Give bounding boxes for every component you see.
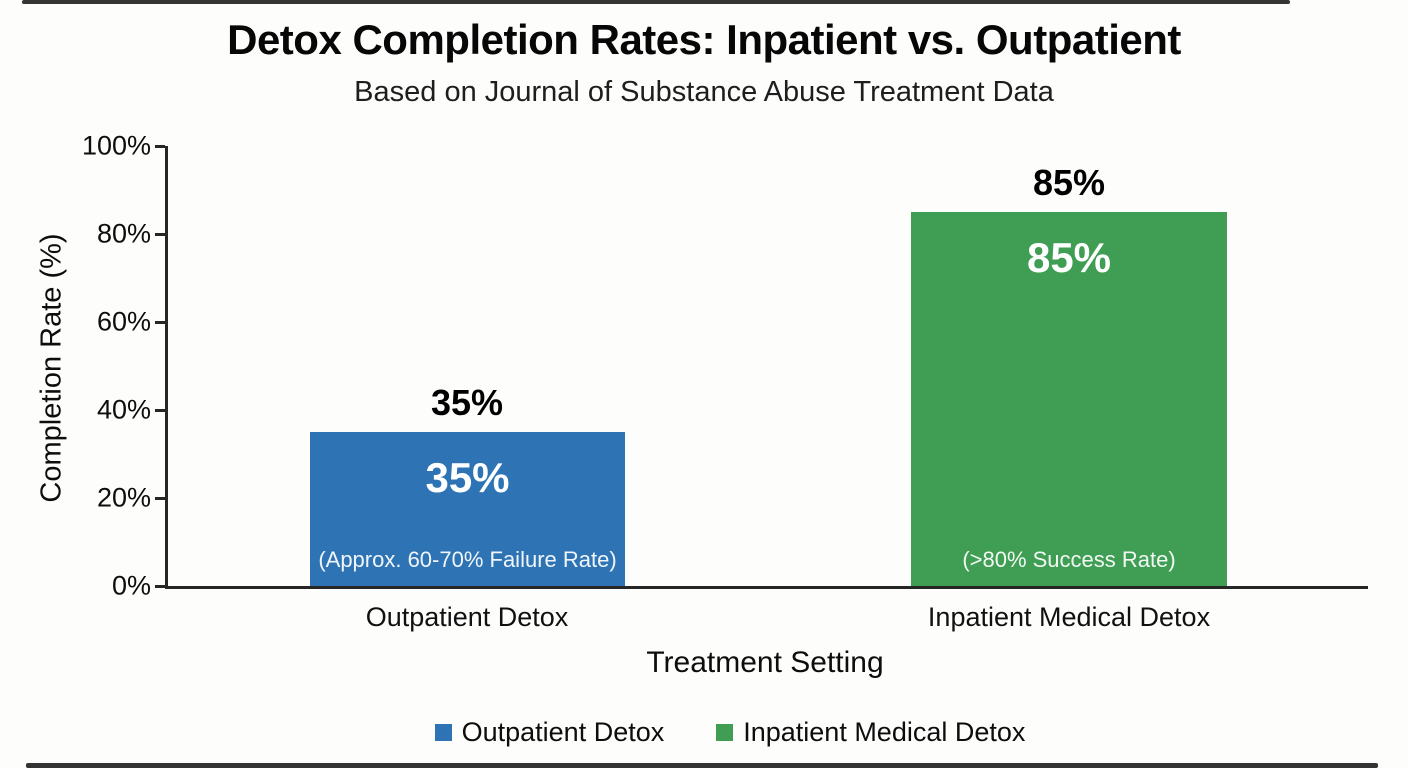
y-tick-mark-20 xyxy=(155,497,165,500)
chart-title: Detox Completion Rates: Inpatient vs. Ou… xyxy=(227,16,1181,63)
outside-value-label-inpatient: 85% xyxy=(1032,162,1106,203)
y-tick-label-0: 0% xyxy=(111,570,151,601)
legend-swatch-outpatient-icon xyxy=(434,724,452,741)
bar-outpatient-detox: 35% (Approx. 60-70% Failure Rate) xyxy=(310,432,625,586)
legend-item-inpatient: Inpatient Medical Detox xyxy=(716,717,1025,748)
bottom-edge-artifact xyxy=(26,763,1378,768)
legend-label-outpatient: Outpatient Detox xyxy=(461,717,665,747)
y-tick-mark-40 xyxy=(155,409,165,412)
y-tick-label-100: 100% xyxy=(81,130,151,161)
y-tick-mark-100 xyxy=(155,145,165,148)
outside-value-label-outpatient: 35% xyxy=(430,382,504,423)
bar-annotation: (>80% Success Rate) xyxy=(962,547,1176,572)
bar-value-label: 35% xyxy=(425,454,510,501)
chart-subtitle: Based on Journal of Substance Abuse Trea… xyxy=(354,76,1054,108)
legend-label-inpatient: Inpatient Medical Detox xyxy=(743,717,1026,747)
bar-value-label: 85% xyxy=(1026,234,1112,281)
y-tick-label-40: 40% xyxy=(96,394,151,425)
y-tick-mark-80 xyxy=(155,233,165,236)
y-tick-mark-0 xyxy=(155,585,165,588)
bar-annotation: (Approx. 60-70% Failure Rate) xyxy=(318,547,617,572)
y-tick-label-20: 20% xyxy=(96,482,151,513)
y-axis-title: Completion Rate (%) xyxy=(35,233,68,503)
x-category-outpatient: Outpatient Detox xyxy=(365,602,569,632)
legend: Outpatient Detox Inpatient Medical Detox xyxy=(26,717,1408,748)
legend-item-outpatient: Outpatient Detox xyxy=(434,717,665,748)
top-edge-artifact xyxy=(22,0,1290,4)
x-category-inpatient: Inpatient Medical Detox xyxy=(927,602,1211,632)
y-tick-mark-60 xyxy=(155,321,165,324)
plot-area: 0% 20% 40% 60% 80% 100% 35% (Approx. 60-… xyxy=(82,132,1368,632)
bar-inpatient-medical-detox: 85% (>80% Success Rate) xyxy=(911,212,1227,586)
x-axis-title: Treatment Setting xyxy=(646,646,884,679)
y-tick-label-60: 60% xyxy=(96,306,151,337)
y-tick-label-80: 80% xyxy=(96,218,151,249)
legend-swatch-inpatient-icon xyxy=(716,724,734,741)
